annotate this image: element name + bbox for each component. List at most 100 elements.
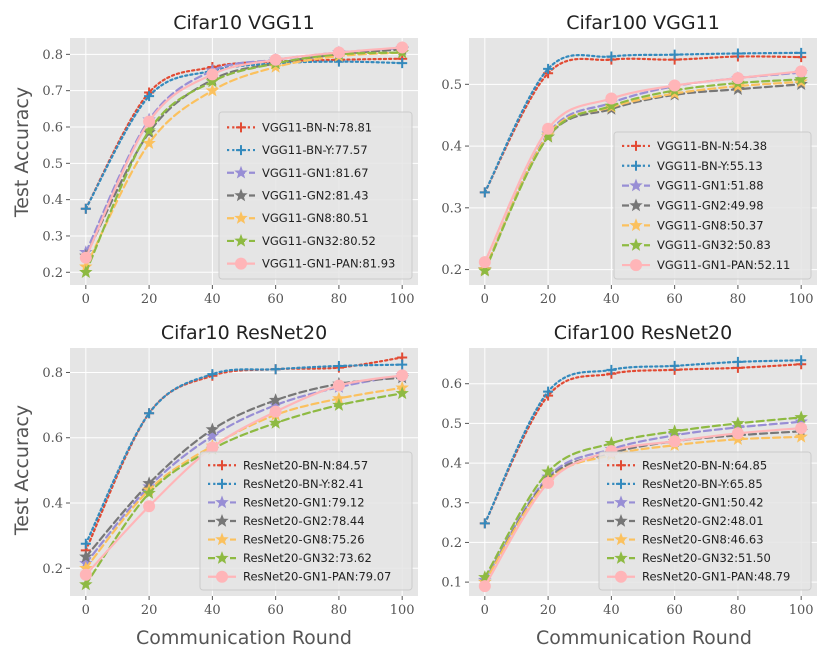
panel-1-series-1-point-0 [479,187,490,198]
panel-1-series-5-point-5 [794,72,808,86]
panel-2-legend-marker-6 [216,570,228,583]
panel-3-series-5-point-1 [541,464,555,478]
panel-2-series-6-point-3 [269,405,282,418]
panel-0-series-1-point-5 [397,58,408,69]
panel-0-series-5-point-2 [205,74,220,88]
panel-1-legend-marker-5 [629,238,643,251]
panel-0-ytick-label-5: 0.7 [42,84,63,99]
panel-3-ytick-label-0: 0.1 [441,576,462,591]
chart-panel-0: 0 20 40 60 80 100 0.2 0.3 0.4 0.5 0.6 0.7 0.8 Cifar10… [42,12,418,307]
panel-2-series-6-point-0 [79,568,92,581]
panel-1-legend-label-4: VGG11-GN8:50.37 [657,218,764,232]
panel-1-ytick-label-0: 0.2 [441,263,462,278]
panel-0-series-6-point-5 [396,41,409,54]
panel-1-legend-marker-4 [629,218,643,232]
panel-3-ytick-label-1: 0.2 [441,536,462,551]
panel-3-xtick-label-2: 40 [603,603,620,618]
panel-2-legend: ResNet20-BN-N:84.57 ResNet20-BN-Y:82.41 Re… [199,451,413,591]
panel-3-legend-marker-2 [614,495,628,509]
panel-3-legend-label-6: ResNet20-GN1-PAN:48.79 [642,570,790,584]
panel-0-xtick-label-2: 40 [204,292,221,307]
panel-0-legend-label-2: VGG11-GN1:81.67 [262,166,369,180]
panel-0-ytick-label-2: 0.4 [42,193,63,208]
panel-1-series-6-point-5 [795,65,808,78]
panel-3-legend-marker-4 [614,532,628,546]
panel-0-series-6-point-0 [79,251,92,264]
panel-1-series-1-point-3 [669,49,680,60]
panel-0-series-1-point-1 [144,91,155,102]
panel-2-series-1-point-2 [207,369,218,380]
panel-2-xtick-label-1: 20 [141,603,158,618]
panel-0-xtick-label-0: 0 [82,292,90,307]
panel-3-legend-marker-3 [614,513,628,527]
panel-1-series-6-point-2 [605,92,618,105]
panel-3-series-6-point-4 [731,427,744,440]
panel-2-series-6-point-2 [206,441,219,454]
panel-2-series-5-point-5 [395,386,409,400]
x-axis-label-left: Communication Round [136,627,352,649]
panel-2-legend-marker-5 [215,551,229,564]
panel-0-series-6-point-1 [143,115,156,128]
panel-3-series-6-point-0 [478,580,491,593]
panel-3-series-1-point-2 [606,364,617,375]
panel-0-series-4-point-1 [142,136,156,150]
panel-2-ytick-label-3: 0.8 [42,366,63,381]
panel-2-series-1-point-1 [144,408,155,419]
panel-1-legend-label-2: VGG11-GN1:51.88 [657,179,764,193]
panel-3-series-4-point-5 [794,429,808,443]
panel-2-series-6-point-4 [332,379,345,392]
panel-0-legend-label-1: VGG11-BN-Y:77.57 [262,143,368,157]
panel-0-legend-marker-0 [236,122,246,133]
panel-2-series-6-point-5 [396,369,409,382]
panel-2-xtick-label-0: 0 [82,603,90,618]
panel-1-series-6-point-0 [478,256,491,269]
panel-3-legend-label-5: ResNet20-GN32:51.50 [642,551,771,565]
panel-3-ytick-label-2: 0.3 [441,496,462,511]
panel-3-legend-label-3: ResNet20-GN2:48.01 [642,514,764,528]
panel-0-xtick-label-4: 80 [331,292,348,307]
panel-1-xtick-label-5: 100 [789,292,814,307]
panel-3-legend-marker-1 [616,478,626,489]
panel-1-legend-label-0: VGG11-BN-N:54.38 [657,139,767,153]
panel-2-series-5-point-0 [79,577,93,591]
panel-2-legend-label-1: ResNet20-BN-Y:82.41 [243,477,364,491]
panel-2-legend-label-0: ResNet20-BN-N:84.57 [243,458,368,472]
panel-3-series-group [478,355,808,593]
panel-1-ytick-label-3: 0.5 [441,78,462,93]
panel-3-legend-marker-0 [616,460,626,471]
panel-0-xtick-label-3: 60 [267,292,284,307]
panel-1-xtick-label-3: 60 [666,292,683,307]
panel-2-legend-label-2: ResNet20-GN1:79.12 [243,495,365,509]
panel-1-series-6-point-4 [731,72,744,85]
panel-3-ytick-label-5: 0.6 [441,377,462,392]
panel-0-legend-label-4: VGG11-GN8:80.51 [262,211,369,225]
panel-2-series-5-point-3 [268,415,283,429]
panel-3-ytick-label-4: 0.5 [441,417,462,432]
panel-2-series-1-point-4 [333,360,344,371]
panel-3-legend-label-2: ResNet20-GN1:50.42 [642,495,764,509]
panel-2-series-3-point-3 [268,393,283,406]
panel-0-legend-marker-2 [234,165,248,179]
panel-2-series-6-point-1 [143,500,156,513]
panel-0-legend-label-3: VGG11-GN2:81.43 [262,189,369,203]
panel-3-series-1-point-5 [796,355,807,366]
panel-0-legend-box [218,111,413,280]
panel-0-series-6-point-4 [332,46,345,59]
panel-1-title: Cifar100 VGG11 [566,12,720,34]
panel-0-title: Cifar10 VGG11 [173,12,315,34]
panel-2-ytick-label-2: 0.6 [42,431,63,446]
panel-2-legend-label-6: ResNet20-GN1-PAN:79.07 [243,570,391,584]
panel-2-legend-marker-2 [215,495,229,509]
panel-0-legend-marker-1 [236,145,246,156]
panel-1-legend-box [613,131,812,280]
panel-2-series-group [79,352,409,591]
panel-1-series-1-point-4 [732,48,743,59]
panel-1-xtick-label-2: 40 [603,292,620,307]
panel-0-legend: VGG11-BN-N:78.81 VGG11-BN-Y:77.57 VGG11-GN… [218,111,413,280]
panel-3-ytick-label-3: 0.4 [441,457,462,472]
panel-3-series-5-point-5 [794,410,808,424]
y-axis-label-top: Test Accuracy [11,87,33,218]
panel-3-series-1-point-3 [669,360,680,371]
panel-3-legend-label-4: ResNet20-GN8:46.63 [642,533,764,547]
